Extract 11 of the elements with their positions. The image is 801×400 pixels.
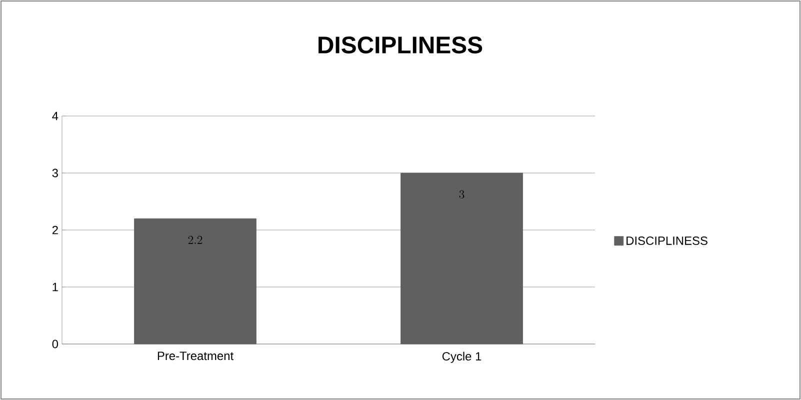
y-tick-label: 0	[52, 340, 58, 348]
x-tick-label: Cycle 1	[442, 352, 482, 363]
legend-label: DISCIPLINESS	[626, 236, 708, 245]
x-tick-label: Pre-Treatment	[158, 352, 234, 360]
y-tick-label: 2	[52, 226, 58, 234]
data-label: 3	[459, 190, 464, 198]
data-label: 2.2	[188, 236, 202, 244]
y-tick-label: 4	[52, 112, 58, 120]
chart-title: DISCIPLINESS	[318, 36, 482, 54]
y-tick-label: 1	[52, 282, 58, 292]
y-tick-label: 3	[52, 168, 58, 178]
